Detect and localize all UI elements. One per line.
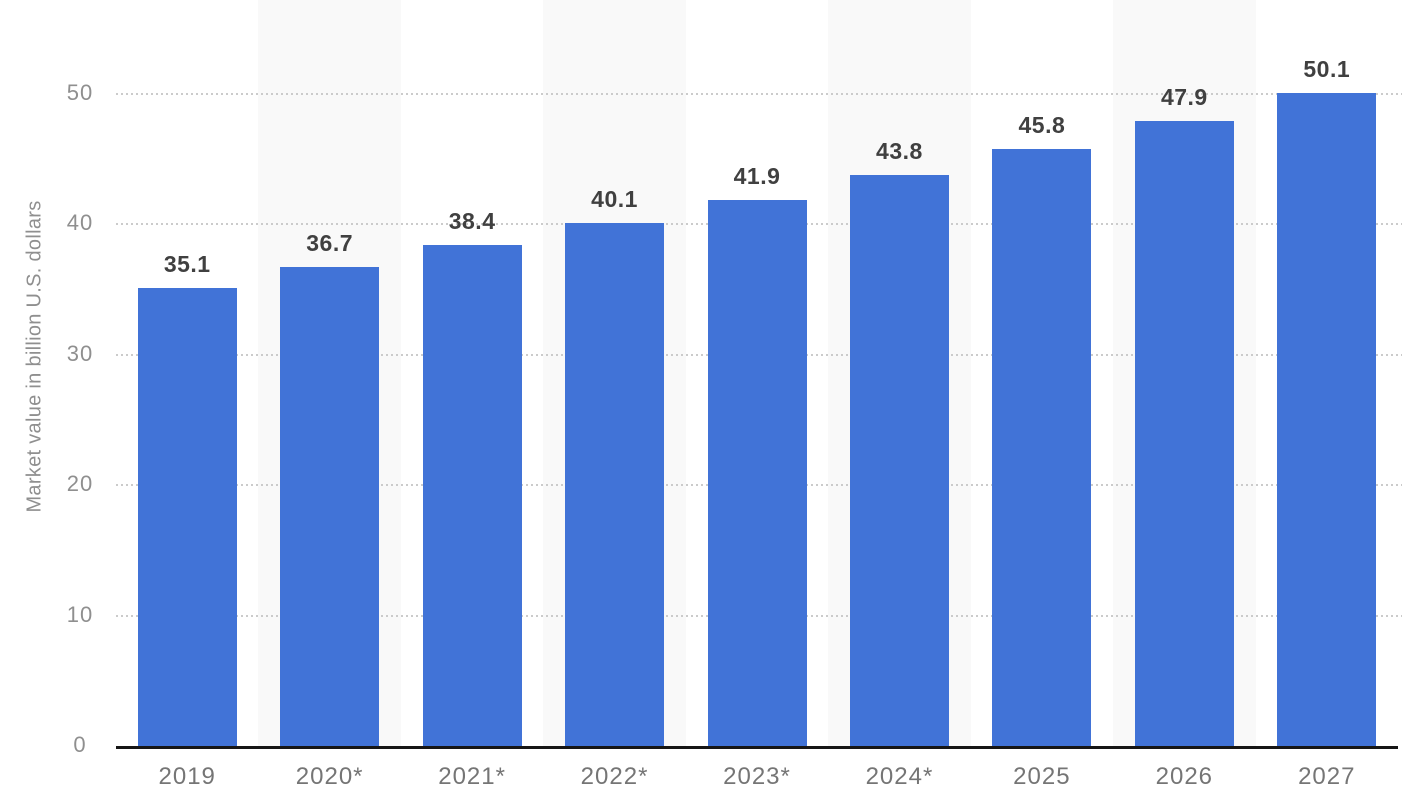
- bar[interactable]: [565, 223, 665, 746]
- x-axis-line: [116, 746, 1398, 749]
- x-tick-label: 2025: [1013, 763, 1071, 790]
- y-tick-label: 0: [73, 732, 87, 757]
- bar-value-label: 38.4: [448, 208, 496, 235]
- x-tick-label: 2024*: [865, 763, 934, 790]
- bar[interactable]: [137, 288, 237, 746]
- bar-value-label: 36.7: [306, 230, 354, 257]
- x-tick-label: 2021*: [438, 763, 506, 790]
- y-axis-title: Market value in billion U.S. dollars: [23, 200, 46, 513]
- y-tick-label: 50: [66, 80, 94, 105]
- bar-value-label: 50.1: [1303, 55, 1351, 82]
- bar[interactable]: [707, 199, 807, 746]
- y-tick-label: 30: [66, 340, 94, 366]
- bar-value-label: 43.8: [876, 137, 923, 164]
- y-tick-label: 10: [66, 601, 94, 627]
- bar[interactable]: [992, 148, 1092, 746]
- bar[interactable]: [1134, 121, 1234, 746]
- bar[interactable]: [422, 245, 522, 746]
- gridline: [116, 93, 1402, 95]
- x-tick-label: 2022*: [580, 763, 649, 790]
- bar-value-label: 35.1: [163, 251, 211, 278]
- y-tick-label: 20: [66, 471, 94, 497]
- bar-value-label: 45.8: [1018, 111, 1066, 138]
- bar[interactable]: [849, 174, 949, 746]
- bar[interactable]: [280, 267, 380, 746]
- bar-value-label: 47.9: [1160, 84, 1208, 111]
- y-tick-label: 40: [66, 210, 94, 236]
- x-tick-label: 2023*: [723, 763, 791, 790]
- x-tick-label: 2019: [158, 763, 216, 790]
- bar-value-label: 40.1: [591, 186, 638, 213]
- x-tick-label: 2026: [1155, 763, 1214, 790]
- x-tick-label: 2027: [1298, 763, 1356, 790]
- bar[interactable]: [1277, 92, 1377, 746]
- x-tick-label: 2020*: [295, 763, 364, 790]
- bar-value-label: 41.9: [733, 162, 781, 189]
